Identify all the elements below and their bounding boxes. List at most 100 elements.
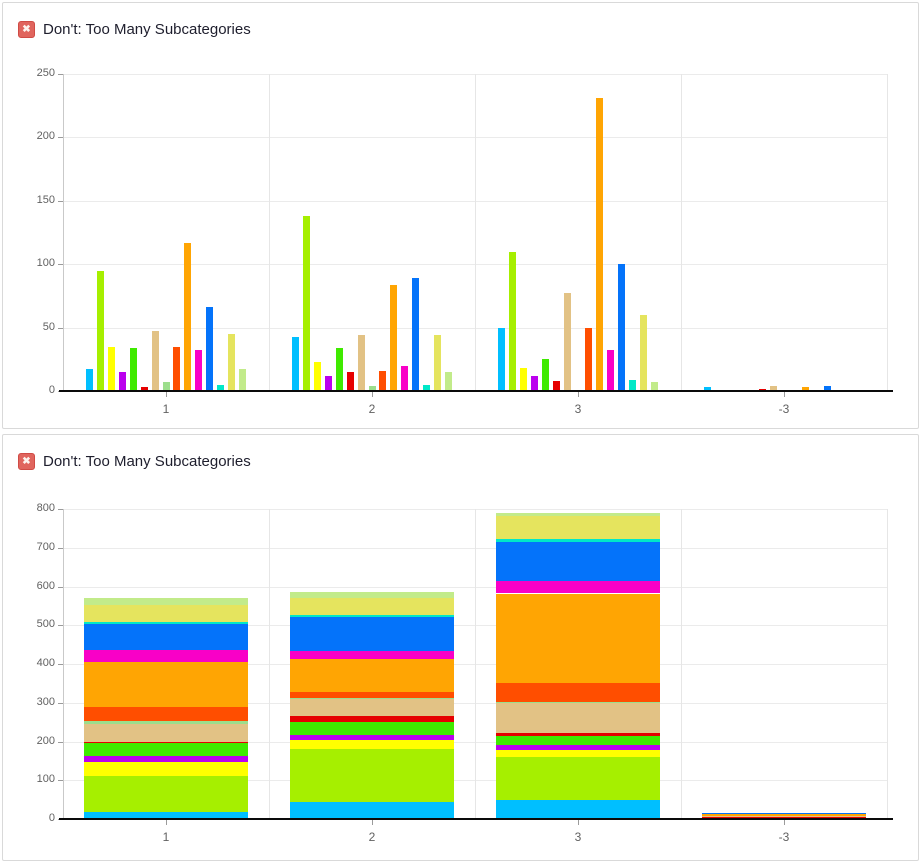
- stack-segment-violet-cat-1[interactable]: [84, 756, 248, 762]
- stack-segment-red-cat--3[interactable]: [702, 817, 866, 818]
- stack-segment-orange-red-cat-3[interactable]: [496, 683, 660, 703]
- bar-pale-yellowgreen-cat-1[interactable]: [239, 369, 246, 391]
- bar-orange-cat--3[interactable]: [802, 387, 810, 391]
- bar-yellow-cat-3[interactable]: [519, 368, 527, 391]
- stack-segment-orange-red-cat-1[interactable]: [84, 707, 248, 721]
- bar-violet-cat-1[interactable]: [118, 372, 126, 391]
- stack-segment-cyan-cat-3[interactable]: [496, 799, 660, 819]
- bar-khaki-cat-2[interactable]: [434, 335, 442, 391]
- bar-chartreuse-cat-3[interactable]: [508, 251, 516, 391]
- bar-blue-cat-1[interactable]: [206, 307, 214, 391]
- bar-red-cat--3[interactable]: [758, 388, 766, 391]
- stack-segment-pale-green-cat-1[interactable]: [84, 721, 248, 724]
- bar-violet-cat-3[interactable]: [530, 375, 538, 391]
- bar-tan-cat-2[interactable]: [357, 335, 365, 391]
- bar-tan-cat-1[interactable]: [151, 331, 159, 391]
- stack-segment-red-cat-2[interactable]: [290, 716, 454, 723]
- stack-segment-yellow-cat-1[interactable]: [84, 762, 248, 776]
- stack-segment-green-cat-2[interactable]: [290, 722, 454, 736]
- stack-segment-cyan-cat-2[interactable]: [290, 802, 454, 819]
- stack-segment-pale-yellowgreen-cat-1[interactable]: [84, 598, 248, 605]
- bar-tan-cat-3[interactable]: [563, 293, 571, 391]
- bar-pale-yellowgreen-cat-2[interactable]: [445, 372, 452, 391]
- bar-orange-red-cat-3[interactable]: [585, 327, 593, 391]
- bar-orange-cat-2[interactable]: [390, 284, 398, 391]
- bar-red-cat-3[interactable]: [552, 380, 560, 391]
- stack-segment-orange-cat-1[interactable]: [84, 662, 248, 708]
- bar-turquoise-cat-1[interactable]: [217, 384, 225, 391]
- stack-segment-blue-cat--3[interactable]: [702, 812, 866, 815]
- stack-segment-orange-cat-2[interactable]: [290, 659, 454, 692]
- stack-segment-tan-cat--3[interactable]: [702, 815, 866, 818]
- bar-blue-cat-3[interactable]: [618, 264, 626, 391]
- stack-segment-orange-cat--3[interactable]: [702, 814, 866, 816]
- stack-segment-chartreuse-cat-1[interactable]: [84, 775, 248, 813]
- bar-turquoise-cat-2[interactable]: [423, 384, 431, 391]
- bar-orange-cat-3[interactable]: [596, 98, 604, 391]
- stack-segment-orange-red-cat-2[interactable]: [290, 691, 454, 698]
- y-tick: [58, 625, 63, 627]
- stack-segment-pale-green-cat-2[interactable]: [290, 697, 454, 700]
- bar-blue-cat--3[interactable]: [824, 385, 832, 391]
- bar-orange-red-cat-2[interactable]: [379, 370, 387, 391]
- bar-cyan-cat--3[interactable]: [704, 387, 711, 391]
- stack-segment-green-cat-1[interactable]: [84, 743, 248, 757]
- bar-violet-cat-2[interactable]: [324, 375, 332, 391]
- bar-orange-cat-1[interactable]: [184, 242, 192, 391]
- stack-segment-tan-cat-1[interactable]: [84, 723, 248, 742]
- bar-yellow-cat-1[interactable]: [107, 346, 115, 391]
- bar-chartreuse-cat-2[interactable]: [302, 216, 310, 391]
- bar-magenta-cat-1[interactable]: [195, 350, 203, 391]
- bar-red-cat-1[interactable]: [140, 387, 148, 391]
- stack-segment-red-cat-1[interactable]: [84, 741, 248, 744]
- bar-green-cat-1[interactable]: [129, 347, 137, 391]
- bar-pale-green-cat-2[interactable]: [368, 385, 376, 391]
- stack-segment-yellow-cat-2[interactable]: [290, 739, 454, 749]
- stack-segment-pale-yellowgreen-cat-2[interactable]: [290, 591, 454, 598]
- bar-magenta-cat-2[interactable]: [401, 365, 409, 391]
- stack-segment-red-cat-3[interactable]: [496, 732, 660, 736]
- bar-cyan-cat-1[interactable]: [86, 369, 93, 391]
- stack-segment-khaki-cat-3[interactable]: [496, 515, 660, 539]
- bar-magenta-cat-3[interactable]: [607, 350, 615, 391]
- stack-segment-blue-cat-1[interactable]: [84, 624, 248, 650]
- stack-segment-blue-cat-2[interactable]: [290, 616, 454, 652]
- bar-pale-green-cat-1[interactable]: [162, 382, 170, 391]
- stack-segment-magenta-cat-3[interactable]: [496, 581, 660, 594]
- stack-segment-turquoise-cat-2[interactable]: [290, 614, 454, 617]
- stack-segment-yellow-cat-3[interactable]: [496, 750, 660, 757]
- stack-segment-turquoise-cat-3[interactable]: [496, 538, 660, 543]
- bar-cyan-cat-2[interactable]: [292, 336, 299, 391]
- stack-segment-magenta-cat-1[interactable]: [84, 649, 248, 663]
- bar-cyan-cat-3[interactable]: [498, 327, 505, 391]
- bar-yellow-cat-2[interactable]: [313, 361, 321, 391]
- stack-segment-tan-cat-3[interactable]: [496, 702, 660, 733]
- stack-segment-violet-cat-2[interactable]: [290, 735, 454, 740]
- bar-blue-cat-2[interactable]: [412, 278, 420, 391]
- bar-pale-yellowgreen-cat-3[interactable]: [651, 382, 658, 391]
- stack-segment-cyan-cat-1[interactable]: [84, 812, 248, 819]
- bar-green-cat-2[interactable]: [335, 347, 343, 391]
- bar-green-cat-3[interactable]: [541, 359, 549, 391]
- bar-khaki-cat-1[interactable]: [228, 333, 236, 391]
- bar-red-cat-2[interactable]: [346, 372, 354, 391]
- stack-segment-blue-cat-3[interactable]: [496, 542, 660, 582]
- bar-turquoise-cat-3[interactable]: [629, 379, 637, 391]
- stack-segment-tan-cat-2[interactable]: [290, 699, 454, 717]
- bar-chartreuse-cat-1[interactable]: [96, 270, 104, 391]
- stack-segment-green-cat-3[interactable]: [496, 735, 660, 746]
- stack-segment-chartreuse-cat-3[interactable]: [496, 757, 660, 800]
- stack-segment-magenta-cat-2[interactable]: [290, 651, 454, 659]
- bar-tan-cat--3[interactable]: [769, 385, 777, 391]
- stack-segment-turquoise-cat-1[interactable]: [84, 622, 248, 625]
- stack-segment-chartreuse-cat-2[interactable]: [290, 748, 454, 803]
- stack-segment-khaki-cat-1[interactable]: [84, 604, 248, 623]
- stack-segment-orange-cat-3[interactable]: [496, 593, 660, 683]
- bar-orange-red-cat-1[interactable]: [173, 346, 181, 391]
- bar-khaki-cat-3[interactable]: [640, 314, 648, 391]
- stack-segment-violet-cat-3[interactable]: [496, 745, 660, 751]
- y-tick-label: 600: [36, 579, 55, 592]
- y-tick-label: 500: [36, 618, 55, 631]
- stack-segment-pale-yellowgreen-cat-3[interactable]: [496, 512, 660, 516]
- stack-segment-khaki-cat-2[interactable]: [290, 597, 454, 615]
